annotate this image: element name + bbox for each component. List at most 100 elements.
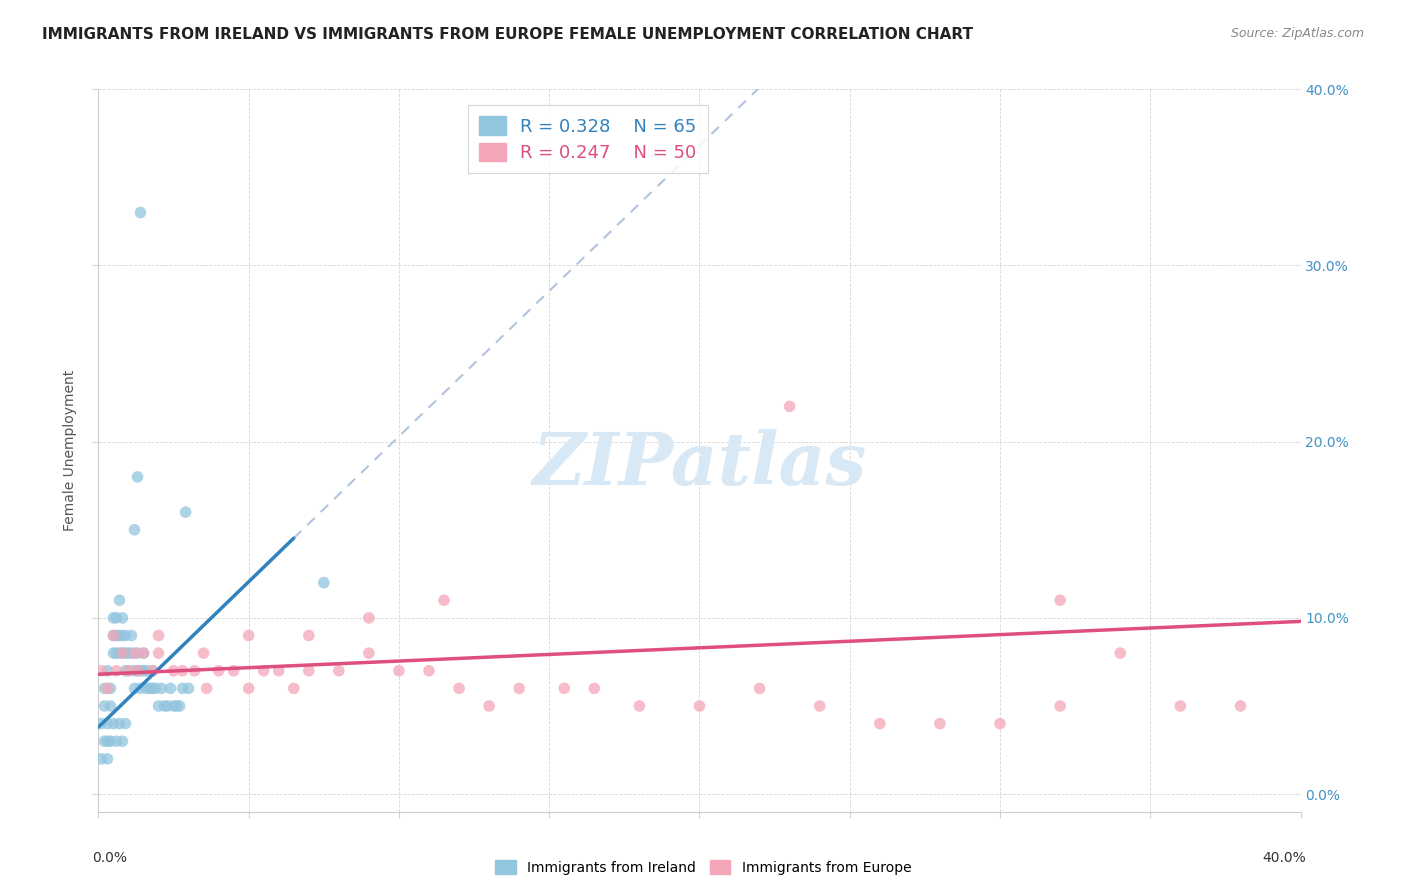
Point	[90, 716, 112, 731]
Point	[150, 681, 173, 696]
Point	[129, 664, 152, 678]
Point	[222, 664, 245, 678]
Point	[748, 681, 770, 696]
Point	[124, 646, 146, 660]
Point	[388, 664, 411, 678]
Point	[141, 664, 163, 678]
Point	[135, 664, 157, 678]
Point	[103, 628, 125, 642]
Point	[162, 698, 184, 713]
Point	[114, 646, 136, 660]
Text: IMMIGRANTS FROM IRELAND VS IMMIGRANTS FROM EUROPE FEMALE UNEMPLOYMENT CORRELATIO: IMMIGRANTS FROM IRELAND VS IMMIGRANTS FR…	[42, 27, 973, 42]
Point	[124, 664, 146, 678]
Point	[298, 628, 321, 642]
Text: Source: ZipAtlas.com: Source: ZipAtlas.com	[1230, 27, 1364, 40]
Point	[156, 698, 179, 713]
Point	[127, 646, 149, 660]
Point	[166, 698, 188, 713]
Point	[105, 611, 128, 625]
Point	[100, 734, 122, 748]
Point	[172, 681, 194, 696]
Point	[478, 698, 501, 713]
Point	[253, 664, 276, 678]
Point	[328, 664, 350, 678]
Point	[148, 628, 170, 642]
Point	[127, 664, 149, 678]
Point	[124, 681, 146, 696]
Point	[628, 698, 651, 713]
Point	[1109, 646, 1132, 660]
Point	[357, 611, 380, 625]
Point	[93, 734, 115, 748]
Point	[1229, 698, 1251, 713]
Point	[96, 716, 118, 731]
Point	[127, 664, 149, 678]
Point	[129, 205, 152, 219]
Point	[132, 664, 155, 678]
Point	[283, 681, 305, 696]
Point	[108, 628, 131, 642]
Point	[172, 664, 194, 678]
Point	[108, 593, 131, 607]
Point	[114, 628, 136, 642]
Point	[132, 646, 155, 660]
Point	[148, 698, 170, 713]
Point	[238, 681, 260, 696]
Point	[103, 646, 125, 660]
Point	[1049, 698, 1071, 713]
Point	[105, 664, 128, 678]
Point	[238, 628, 260, 642]
Point	[132, 646, 155, 660]
Text: ZIPatlas: ZIPatlas	[533, 429, 866, 500]
Point	[96, 681, 118, 696]
Point	[174, 505, 197, 519]
Point	[208, 664, 231, 678]
Point	[267, 664, 290, 678]
Point	[108, 646, 131, 660]
Point	[105, 734, 128, 748]
Point	[433, 593, 456, 607]
Point	[90, 664, 112, 678]
Point	[418, 664, 440, 678]
Point	[117, 646, 139, 660]
Legend: Immigrants from Ireland, Immigrants from Europe: Immigrants from Ireland, Immigrants from…	[489, 855, 917, 880]
Point	[141, 681, 163, 696]
Point	[114, 664, 136, 678]
Point	[447, 681, 470, 696]
Point	[141, 664, 163, 678]
Point	[111, 646, 134, 660]
Point	[148, 646, 170, 660]
Point	[312, 575, 335, 590]
Point	[124, 523, 146, 537]
Point	[583, 681, 606, 696]
Point	[103, 628, 125, 642]
Point	[145, 681, 167, 696]
Point	[111, 628, 134, 642]
Point	[121, 646, 143, 660]
Point	[159, 681, 181, 696]
Point	[169, 698, 191, 713]
Point	[111, 646, 134, 660]
Point	[103, 611, 125, 625]
Y-axis label: Female Unemployment: Female Unemployment	[63, 370, 77, 531]
Point	[129, 681, 152, 696]
Point	[779, 400, 801, 414]
Point	[121, 628, 143, 642]
Point	[808, 698, 831, 713]
Legend: R = 0.328    N = 65, R = 0.247    N = 50: R = 0.328 N = 65, R = 0.247 N = 50	[468, 105, 707, 173]
Point	[96, 664, 118, 678]
Point	[111, 734, 134, 748]
Point	[127, 470, 149, 484]
Point	[93, 698, 115, 713]
Point	[869, 716, 891, 731]
Point	[508, 681, 530, 696]
Point	[135, 681, 157, 696]
Point	[105, 628, 128, 642]
Point	[103, 716, 125, 731]
Point	[114, 716, 136, 731]
Point	[183, 664, 205, 678]
Point	[988, 716, 1011, 731]
Point	[177, 681, 200, 696]
Point	[689, 698, 711, 713]
Point	[1170, 698, 1192, 713]
